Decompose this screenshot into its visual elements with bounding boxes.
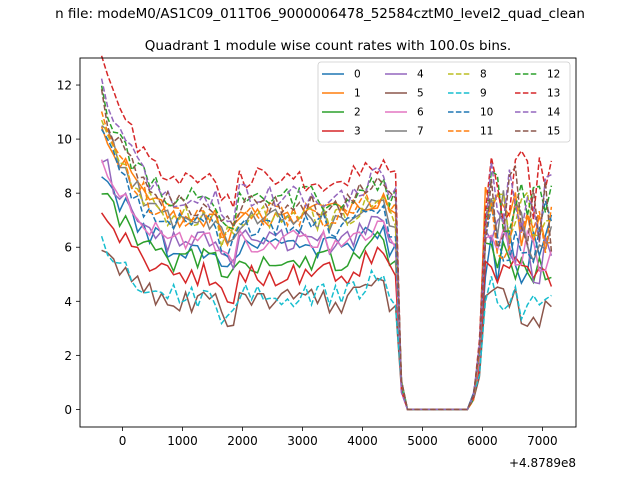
y-tick-label: 12 <box>57 79 72 93</box>
y-tick-label: 10 <box>57 133 72 147</box>
series-line-14 <box>100 78 552 411</box>
y-axis: 0 2 4 6 8 10 12 <box>57 79 80 417</box>
legend-label-13: 13 <box>547 88 560 100</box>
legend-label-1: 1 <box>354 88 361 100</box>
legend-label-8: 8 <box>480 69 487 81</box>
legend-label-6: 6 <box>417 107 424 119</box>
legend-label-10: 10 <box>480 107 493 119</box>
x-tick-label: 7000 <box>527 434 558 448</box>
figure-suptitle: n file: modeM0/AS1C09_011T06_9000006478_… <box>55 6 585 22</box>
legend-label-11: 11 <box>480 126 493 138</box>
y-tick-label: 8 <box>64 187 72 201</box>
series-line-15 <box>100 89 553 411</box>
y-tick-label: 6 <box>64 241 72 255</box>
legend-label-4: 4 <box>417 69 424 81</box>
x-tick-label: 0 <box>119 434 127 448</box>
legend-label-14: 14 <box>547 107 561 119</box>
series-line-9 <box>100 235 552 411</box>
y-tick-label: 4 <box>64 295 72 309</box>
y-tick-label: 0 <box>64 403 72 417</box>
x-tick-label: 2000 <box>227 434 258 448</box>
x-tick-label: 6000 <box>467 434 498 448</box>
legend-label-12: 12 <box>547 69 560 81</box>
plot-area <box>100 55 553 411</box>
plot-frame <box>79 57 577 428</box>
x-tick-label: 5000 <box>407 434 438 448</box>
x-tick-label: 3000 <box>287 434 318 448</box>
x-tick-label: 1000 <box>167 434 198 448</box>
x-axis: 0 1000 2000 3000 4000 5000 6000 7000 <box>119 427 558 448</box>
y-tick-label: 2 <box>64 349 72 363</box>
chart-title: Quadrant 1 module wise count rates with … <box>145 38 511 54</box>
legend-label-9: 9 <box>480 88 487 100</box>
x-tick-label: 4000 <box>347 434 378 448</box>
series-line-13 <box>100 55 553 411</box>
legend-label-15: 15 <box>547 126 560 138</box>
legend-label-7: 7 <box>417 126 424 138</box>
legend-box <box>317 61 571 143</box>
legend-label-5: 5 <box>417 88 424 100</box>
legend-label-0: 0 <box>354 69 361 81</box>
x-offset-label: +4.8789e8 <box>509 456 576 470</box>
legend-label-3: 3 <box>354 126 361 138</box>
legend-label-2: 2 <box>354 107 361 119</box>
series-line-5 <box>101 249 552 411</box>
